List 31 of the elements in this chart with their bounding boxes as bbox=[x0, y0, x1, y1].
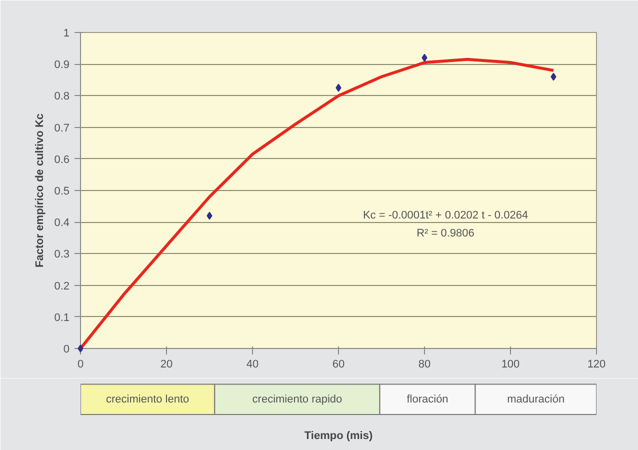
annotation: R² = 0.9806 bbox=[416, 228, 474, 240]
x-tick-label: 20 bbox=[160, 358, 173, 370]
x-tick-label: 60 bbox=[332, 358, 345, 370]
text: floración bbox=[406, 393, 448, 406]
y-tick-label: 0.9 bbox=[54, 59, 70, 72]
y-tick-label: 0.7 bbox=[54, 122, 70, 134]
x-tick-label: 80 bbox=[418, 358, 431, 370]
x-tick-label: 0 bbox=[77, 358, 84, 370]
point bbox=[422, 54, 428, 62]
y-tick-label: 1 bbox=[63, 28, 70, 40]
x-tick-label: 100 bbox=[501, 358, 520, 370]
y-tick-label: 0.4 bbox=[54, 217, 70, 230]
point bbox=[206, 212, 212, 220]
text: crecimiento lento bbox=[106, 393, 190, 406]
y-tick-label: 0.6 bbox=[54, 154, 70, 166]
text: Tiempo (mis) bbox=[304, 430, 373, 442]
y-tick-label: 0.3 bbox=[54, 248, 70, 261]
y-tick-label: 0.8 bbox=[54, 90, 70, 103]
x-tick-label: 120 bbox=[587, 358, 606, 370]
y-tick-label: 0.2 bbox=[54, 280, 70, 292]
text: crecimiento rapido bbox=[252, 393, 342, 406]
x-tick-label: 40 bbox=[246, 358, 259, 370]
text: maduración bbox=[507, 393, 565, 406]
y-tick-label: 0.1 bbox=[54, 312, 70, 324]
point bbox=[550, 72, 556, 81]
point bbox=[78, 344, 84, 352]
annotation: Kc = -0.0001t² + 0.0202 t - 0.0264 bbox=[362, 210, 528, 222]
y-tick-label: 0.5 bbox=[54, 186, 70, 198]
point bbox=[336, 84, 342, 92]
y-tick-label: 0 bbox=[63, 344, 70, 356]
y-axis-title: Factor empírico de cultivo Kc bbox=[34, 113, 46, 268]
